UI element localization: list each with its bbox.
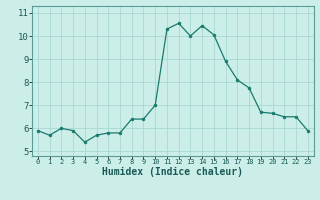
X-axis label: Humidex (Indice chaleur): Humidex (Indice chaleur) bbox=[102, 167, 243, 177]
